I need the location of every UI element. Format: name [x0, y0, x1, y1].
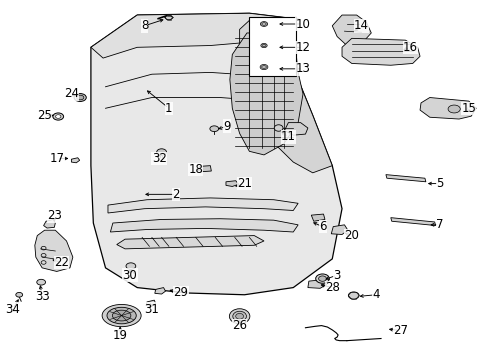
Ellipse shape: [76, 95, 83, 100]
Polygon shape: [146, 300, 156, 306]
Polygon shape: [117, 235, 264, 249]
Ellipse shape: [56, 115, 61, 118]
Polygon shape: [91, 13, 293, 58]
Polygon shape: [311, 214, 325, 221]
Ellipse shape: [260, 22, 267, 26]
Text: 10: 10: [295, 18, 310, 31]
Polygon shape: [199, 166, 211, 172]
Polygon shape: [71, 158, 80, 163]
Text: 12: 12: [295, 41, 310, 54]
Ellipse shape: [260, 64, 267, 69]
Polygon shape: [419, 98, 475, 119]
Text: 15: 15: [460, 102, 475, 115]
Ellipse shape: [74, 94, 86, 102]
Ellipse shape: [262, 44, 265, 47]
FancyBboxPatch shape: [249, 17, 295, 76]
Polygon shape: [284, 123, 307, 135]
Ellipse shape: [232, 311, 246, 321]
Text: 4: 4: [372, 288, 379, 301]
Polygon shape: [35, 230, 73, 271]
Text: 2: 2: [172, 188, 180, 201]
Polygon shape: [91, 13, 341, 295]
Polygon shape: [229, 33, 303, 155]
Ellipse shape: [209, 126, 218, 132]
Text: 14: 14: [353, 19, 368, 32]
Ellipse shape: [347, 292, 358, 299]
Text: 5: 5: [435, 177, 442, 190]
Ellipse shape: [235, 314, 243, 319]
Text: 3: 3: [333, 269, 340, 282]
Ellipse shape: [261, 23, 265, 25]
Text: 20: 20: [344, 229, 359, 242]
Ellipse shape: [447, 105, 459, 113]
Text: 21: 21: [237, 177, 251, 190]
Text: 9: 9: [223, 120, 231, 133]
Ellipse shape: [112, 310, 131, 321]
Text: 7: 7: [435, 218, 443, 231]
Text: 1: 1: [165, 102, 172, 115]
Ellipse shape: [107, 307, 136, 324]
Text: 23: 23: [47, 210, 61, 222]
Text: 6: 6: [318, 220, 325, 233]
Text: 22: 22: [54, 256, 69, 269]
Text: 27: 27: [392, 324, 407, 337]
Polygon shape: [307, 280, 326, 288]
Ellipse shape: [260, 44, 266, 48]
Polygon shape: [341, 39, 419, 65]
Ellipse shape: [229, 309, 249, 324]
Polygon shape: [385, 175, 425, 182]
Polygon shape: [43, 220, 55, 228]
Polygon shape: [110, 219, 298, 232]
Ellipse shape: [16, 292, 22, 297]
Text: 24: 24: [64, 87, 79, 100]
Ellipse shape: [165, 15, 172, 20]
Text: 25: 25: [37, 109, 52, 122]
Ellipse shape: [318, 276, 326, 281]
Text: 32: 32: [151, 152, 166, 165]
Text: 34: 34: [5, 303, 20, 316]
Text: 13: 13: [295, 62, 310, 75]
Ellipse shape: [37, 279, 45, 285]
Polygon shape: [331, 15, 370, 45]
Polygon shape: [330, 225, 347, 234]
Text: 17: 17: [49, 152, 64, 165]
Ellipse shape: [315, 274, 329, 283]
Text: 16: 16: [402, 41, 417, 54]
Text: 26: 26: [232, 319, 246, 332]
Ellipse shape: [53, 113, 63, 120]
Polygon shape: [155, 288, 165, 294]
Text: 18: 18: [188, 163, 203, 176]
Text: 29: 29: [173, 287, 188, 300]
Ellipse shape: [102, 305, 141, 327]
Text: 30: 30: [122, 269, 137, 282]
Polygon shape: [108, 198, 298, 213]
Polygon shape: [239, 19, 331, 173]
Polygon shape: [225, 181, 238, 186]
Text: 11: 11: [280, 130, 295, 144]
Ellipse shape: [157, 149, 166, 155]
Polygon shape: [390, 218, 435, 226]
Text: 31: 31: [144, 303, 159, 316]
Ellipse shape: [261, 66, 266, 68]
Text: 19: 19: [112, 329, 127, 342]
Text: 28: 28: [324, 281, 339, 294]
Ellipse shape: [274, 125, 283, 131]
Text: 8: 8: [141, 19, 148, 32]
Text: 33: 33: [35, 290, 49, 303]
Ellipse shape: [126, 263, 136, 269]
